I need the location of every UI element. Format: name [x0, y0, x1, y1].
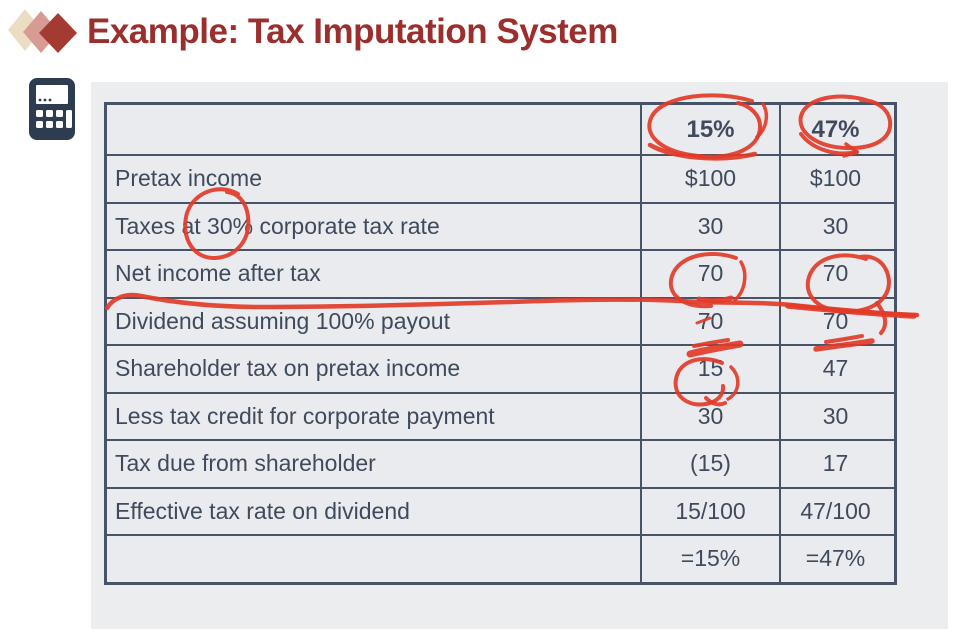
row-label: [107, 536, 640, 582]
cell-15pct: (15): [640, 441, 779, 487]
cell-15pct: =15%: [640, 536, 779, 582]
cell-15pct: 15: [640, 346, 779, 392]
row-label: Taxes at 30% corporate tax rate: [107, 203, 640, 249]
calculator-key: [56, 110, 63, 117]
table-row-less-tax-credit: Less tax credit for corporate payment 30…: [107, 391, 894, 439]
cell-47pct: 30: [779, 203, 890, 249]
header-47pct-cell: 47%: [779, 105, 890, 154]
row-label: Dividend assuming 100% payout: [107, 298, 640, 344]
content-panel: 15% 47% Pretax income $100 $100 Taxes at…: [91, 82, 948, 629]
cell-15pct: $100: [640, 156, 779, 202]
row-label: Less tax credit for corporate payment: [107, 393, 640, 439]
cell-47pct: 70: [779, 251, 890, 297]
table-row-taxes-at-30pct: Taxes at 30% corporate tax rate 30 30: [107, 201, 894, 249]
calculator-tall-key: [66, 110, 72, 128]
cell-47pct: =47%: [779, 536, 890, 582]
cell-15pct: 15/100: [640, 488, 779, 534]
table-row-tax-due: Tax due from shareholder (15) 17: [107, 439, 894, 487]
row-label: Effective tax rate on dividend: [107, 488, 640, 534]
cell-15pct: 70: [640, 298, 779, 344]
calculator-key: [46, 121, 53, 128]
header-15pct-cell: 15%: [640, 105, 779, 154]
calculator-key: [36, 121, 43, 128]
diamond-bullet-icon: [8, 9, 77, 53]
row-label: Pretax income: [107, 156, 640, 202]
cell-47pct: $100: [779, 156, 890, 202]
page-title: Example: Tax Imputation System: [87, 12, 618, 51]
table-row-net-income: Net income after tax 70 70: [107, 249, 894, 297]
table-row-result-pct: =15% =47%: [107, 534, 894, 582]
cell-15pct: 30: [640, 393, 779, 439]
table-row-effective-tax-rate: Effective tax rate on dividend 15/100 47…: [107, 486, 894, 534]
header-empty-cell: [107, 105, 640, 154]
table-row-pretax-income: Pretax income $100 $100: [107, 154, 894, 202]
calculator-key: [56, 121, 63, 128]
cell-47pct: 47: [779, 346, 890, 392]
row-label: Tax due from shareholder: [107, 441, 640, 487]
title-bar: Example: Tax Imputation System: [0, 0, 956, 70]
row-label: Net income after tax: [107, 251, 640, 297]
table-row-dividend-payout: Dividend assuming 100% payout 70 70: [107, 296, 894, 344]
row-label: Shareholder tax on pretax income: [107, 346, 640, 392]
calculator-key: [46, 110, 53, 117]
table-row-shareholder-tax: Shareholder tax on pretax income 15 47: [107, 344, 894, 392]
cell-47pct: 17: [779, 441, 890, 487]
calculator-screen: [36, 85, 68, 104]
table-header-row: 15% 47%: [107, 105, 894, 154]
cell-47pct: 47/100: [779, 488, 890, 534]
calculator-icon: [29, 78, 75, 140]
cell-15pct: 70: [640, 251, 779, 297]
cell-15pct: 30: [640, 203, 779, 249]
diamond-front: [39, 13, 77, 53]
tax-table: 15% 47% Pretax income $100 $100 Taxes at…: [104, 102, 897, 585]
calculator-key: [36, 110, 43, 117]
cell-47pct: 30: [779, 393, 890, 439]
cell-47pct: 70: [779, 298, 890, 344]
